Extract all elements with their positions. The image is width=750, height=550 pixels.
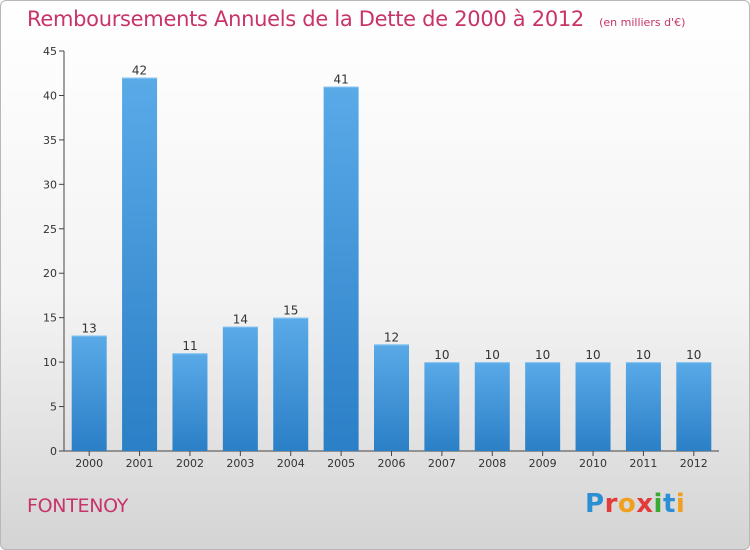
data-label: 12 bbox=[384, 330, 399, 344]
logo-letter: t bbox=[662, 489, 676, 519]
y-tick-label: 35 bbox=[43, 134, 57, 147]
x-tick-label: 2010 bbox=[579, 457, 607, 470]
bar bbox=[222, 326, 258, 451]
bar bbox=[625, 362, 661, 451]
y-tick-label: 20 bbox=[43, 267, 57, 280]
bar bbox=[525, 362, 561, 451]
x-tick-label: 2000 bbox=[75, 457, 103, 470]
logo-letter: i bbox=[653, 489, 663, 519]
data-label: 10 bbox=[686, 348, 701, 362]
chart-title: Remboursements Annuels de la Dette de 20… bbox=[27, 7, 584, 31]
y-tick-label: 10 bbox=[43, 356, 57, 369]
bar bbox=[575, 362, 611, 451]
chart-header: Remboursements Annuels de la Dette de 20… bbox=[27, 7, 685, 31]
x-tick-label: 2011 bbox=[629, 457, 657, 470]
bar bbox=[676, 362, 712, 451]
data-label: 42 bbox=[132, 64, 147, 78]
chart-axes: 0 5 10 15 20 25 30 35 40 45 2000 2001 2002 2003 2004 20… bbox=[43, 45, 719, 470]
x-tick-label: 2002 bbox=[176, 457, 204, 470]
y-tick-label: 15 bbox=[43, 312, 57, 325]
data-label: 15 bbox=[283, 304, 298, 318]
data-label: 10 bbox=[585, 348, 600, 362]
x-tick-label: 2005 bbox=[327, 457, 355, 470]
x-tick-label: 2001 bbox=[126, 457, 154, 470]
x-tick-label: 2004 bbox=[277, 457, 305, 470]
y-tick-label: 0 bbox=[50, 445, 57, 458]
x-tick-label: 2009 bbox=[529, 457, 557, 470]
y-tick-label: 30 bbox=[43, 178, 57, 191]
logo-letter: i bbox=[675, 489, 686, 519]
bar bbox=[273, 317, 309, 451]
logo-letter: r bbox=[604, 489, 618, 519]
y-tick-label: 25 bbox=[43, 223, 57, 236]
y-tick-label: 40 bbox=[43, 89, 57, 102]
logo-letter: x bbox=[636, 489, 654, 519]
data-label: 14 bbox=[233, 313, 248, 327]
logo-letter: o bbox=[617, 489, 637, 519]
x-tick-label: 2012 bbox=[680, 457, 708, 470]
y-tick-label: 5 bbox=[50, 401, 57, 414]
place-name: FONTENOY bbox=[27, 495, 129, 517]
bar bbox=[424, 362, 460, 451]
chart-unit: (en milliers d'€) bbox=[599, 16, 686, 29]
bar bbox=[474, 362, 510, 451]
x-tick-label: 2006 bbox=[378, 457, 406, 470]
y-tick-label: 45 bbox=[43, 45, 57, 58]
logo-letter: P bbox=[585, 489, 605, 519]
bar bbox=[374, 344, 409, 451]
data-label: 10 bbox=[434, 348, 449, 362]
bar bbox=[122, 77, 158, 452]
proxiti-logo: Proxiti bbox=[585, 489, 685, 519]
bar bbox=[71, 335, 107, 451]
data-label: 11 bbox=[182, 339, 197, 353]
chart-bars bbox=[71, 77, 712, 452]
x-tick-label: 2003 bbox=[226, 457, 254, 470]
bar bbox=[172, 353, 208, 451]
x-tick-label: 2008 bbox=[478, 457, 506, 470]
data-label: 13 bbox=[82, 321, 97, 335]
bar bbox=[323, 86, 359, 452]
data-label: 10 bbox=[535, 348, 550, 362]
data-label: 10 bbox=[636, 348, 651, 362]
chart-data-labels: 13 42 11 14 15 41 12 10 10 10 10 10 10 bbox=[82, 64, 702, 362]
data-label: 41 bbox=[333, 73, 348, 87]
x-tick-label: 2007 bbox=[428, 457, 456, 470]
data-label: 10 bbox=[485, 348, 500, 362]
